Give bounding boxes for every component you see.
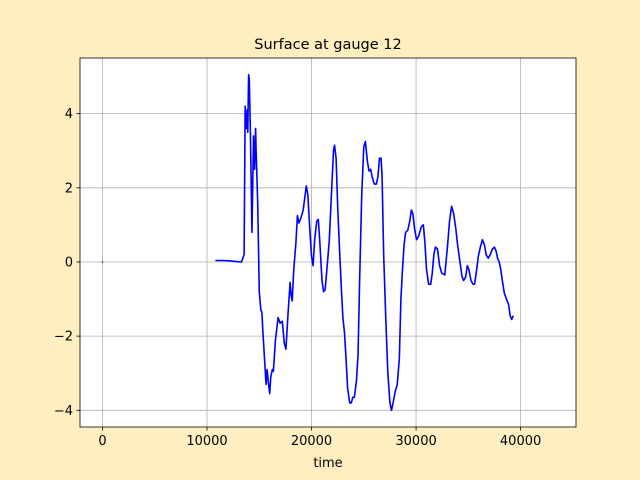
series-layer: [101, 73, 515, 412]
y-tick-label: 2: [65, 181, 73, 196]
y-tick-label: 0: [65, 255, 73, 270]
y-tick-label: 4: [65, 107, 73, 122]
axes-frame: [79, 57, 577, 428]
x-tick-label: 40000: [500, 434, 541, 449]
tick-marks: [76, 113, 521, 431]
y-tick-label: −2: [54, 330, 73, 345]
x-tick-label: 10000: [186, 434, 227, 449]
y-tick-label: −4: [54, 404, 73, 419]
chart-title: Surface at gauge 12: [254, 37, 402, 53]
plot-area: [80, 58, 576, 427]
x-axis-label: time: [313, 456, 342, 471]
x-tick-label: 20000: [291, 434, 332, 449]
tick-labels: 0 10000 20000 30000 40000 −4 −2 0 2 4: [54, 107, 541, 449]
x-tick-label: 30000: [395, 434, 436, 449]
surface-series-line: [215, 73, 515, 412]
x-tick-label: 0: [98, 434, 106, 449]
